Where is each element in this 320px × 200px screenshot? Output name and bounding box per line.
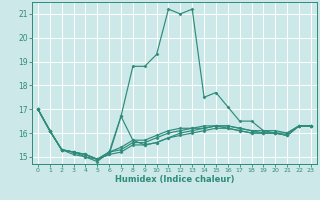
X-axis label: Humidex (Indice chaleur): Humidex (Indice chaleur) [115,175,234,184]
